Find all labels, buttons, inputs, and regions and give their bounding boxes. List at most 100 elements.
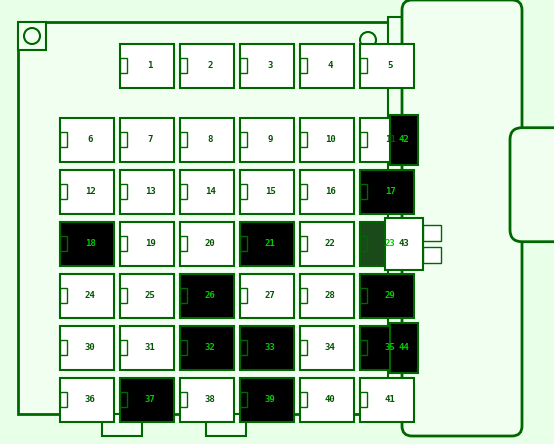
Text: 31: 31 xyxy=(145,344,155,353)
Bar xyxy=(360,378,414,422)
Text: 24: 24 xyxy=(85,292,95,301)
Text: 15: 15 xyxy=(265,187,275,197)
Bar xyxy=(180,44,234,88)
Bar xyxy=(60,288,67,303)
Bar xyxy=(423,247,441,263)
Bar xyxy=(300,184,307,199)
Text: 9: 9 xyxy=(268,135,273,144)
Bar xyxy=(120,184,127,199)
Text: 30: 30 xyxy=(85,344,95,353)
Bar xyxy=(60,340,67,355)
Bar xyxy=(300,44,354,88)
Bar xyxy=(120,58,127,73)
Bar xyxy=(180,340,187,355)
Bar xyxy=(240,326,294,370)
Bar xyxy=(60,378,114,422)
Text: 18: 18 xyxy=(85,239,95,249)
Bar xyxy=(18,22,46,50)
Bar xyxy=(120,44,174,88)
Text: 28: 28 xyxy=(325,292,335,301)
Bar xyxy=(240,44,294,88)
Bar xyxy=(360,132,367,147)
Bar xyxy=(120,132,127,147)
Bar xyxy=(120,222,174,266)
Bar xyxy=(300,118,354,162)
Bar xyxy=(360,58,367,73)
Bar xyxy=(360,118,414,162)
Text: 37: 37 xyxy=(145,396,155,404)
Text: 5: 5 xyxy=(387,62,393,71)
Bar xyxy=(300,326,354,370)
Bar xyxy=(60,326,114,370)
Text: 43: 43 xyxy=(399,239,409,249)
Bar xyxy=(360,222,414,266)
Bar xyxy=(180,274,234,318)
FancyBboxPatch shape xyxy=(402,0,522,436)
Bar xyxy=(240,288,247,303)
Circle shape xyxy=(360,386,376,402)
Text: 3: 3 xyxy=(268,62,273,71)
Text: 22: 22 xyxy=(325,239,335,249)
Bar xyxy=(180,378,234,422)
Text: 35: 35 xyxy=(384,344,396,353)
Text: 8: 8 xyxy=(207,135,213,144)
Bar xyxy=(206,414,245,436)
Text: 2: 2 xyxy=(207,62,213,71)
Bar xyxy=(120,118,174,162)
Text: 27: 27 xyxy=(265,292,275,301)
Bar xyxy=(60,236,67,251)
Text: 25: 25 xyxy=(145,292,155,301)
Bar xyxy=(240,236,247,251)
Bar xyxy=(240,274,294,318)
Bar xyxy=(120,274,174,318)
Bar xyxy=(360,44,414,88)
Text: 32: 32 xyxy=(204,344,216,353)
Bar xyxy=(180,58,187,73)
Text: 44: 44 xyxy=(399,344,409,353)
Text: 1: 1 xyxy=(147,62,153,71)
Bar xyxy=(180,222,234,266)
Bar xyxy=(120,170,174,214)
Bar xyxy=(120,326,174,370)
Bar xyxy=(300,170,354,214)
Bar xyxy=(180,236,187,251)
Bar xyxy=(300,288,307,303)
Bar xyxy=(60,222,114,266)
Bar xyxy=(18,22,388,414)
Text: 34: 34 xyxy=(325,344,335,353)
Text: 33: 33 xyxy=(265,344,275,353)
Bar xyxy=(240,340,247,355)
Bar xyxy=(300,236,307,251)
Text: 29: 29 xyxy=(384,292,396,301)
Bar xyxy=(180,326,234,370)
Bar xyxy=(120,392,127,407)
Text: 12: 12 xyxy=(85,187,95,197)
Bar xyxy=(240,222,294,266)
Bar xyxy=(360,392,367,407)
Bar xyxy=(388,17,416,419)
Bar xyxy=(423,225,441,241)
Text: 11: 11 xyxy=(384,135,396,144)
Text: 19: 19 xyxy=(145,239,155,249)
Bar xyxy=(60,274,114,318)
Bar xyxy=(120,288,127,303)
Bar xyxy=(60,132,67,147)
Text: 7: 7 xyxy=(147,135,153,144)
Text: 6: 6 xyxy=(88,135,93,144)
Text: 4: 4 xyxy=(327,62,333,71)
Bar xyxy=(360,340,367,355)
Bar xyxy=(60,392,67,407)
Bar xyxy=(360,184,367,199)
Text: 13: 13 xyxy=(145,187,155,197)
Text: 41: 41 xyxy=(384,396,396,404)
Bar xyxy=(180,170,234,214)
Text: 20: 20 xyxy=(204,239,216,249)
Text: 17: 17 xyxy=(384,187,396,197)
Bar xyxy=(360,274,414,318)
Bar xyxy=(120,340,127,355)
Text: 38: 38 xyxy=(204,396,216,404)
Bar xyxy=(102,414,142,436)
Bar xyxy=(180,184,187,199)
Bar xyxy=(360,236,367,251)
Bar xyxy=(240,58,247,73)
